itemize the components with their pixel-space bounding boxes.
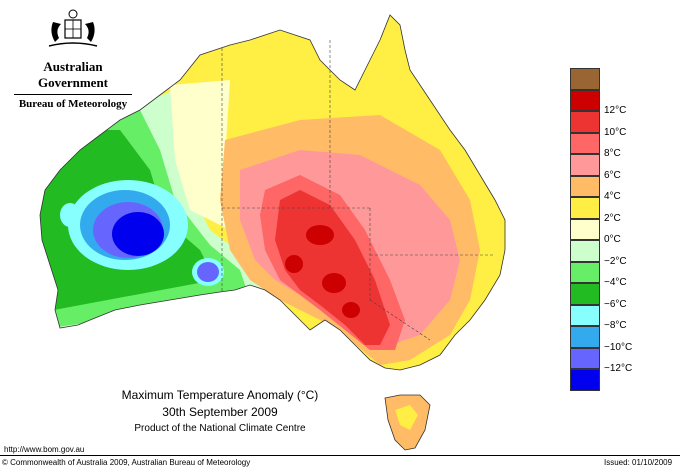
legend-swatch (570, 68, 600, 90)
coat-of-arms-icon (48, 9, 98, 47)
legend-label: 10°C (604, 126, 627, 138)
legend-swatch (570, 261, 600, 283)
government-logo: Australian Government Bureau of Meteorol… (8, 8, 138, 110)
copyright: © Commonwealth of Australia 2009, Austra… (2, 458, 251, 467)
legend-label: 12°C (604, 105, 627, 116)
color-legend: 12°C 10°C 8°C 6°C 4°C 2°C 0°C −2°C −4°C −6°C −8°C −… (570, 68, 632, 391)
legend-swatch (570, 304, 600, 326)
bureau-name: Bureau of Meteorology (18, 98, 128, 110)
map-title: Maximum Temperature Anomaly (°C) (121, 388, 319, 402)
legend-label: −12°C (604, 363, 633, 374)
legend-label: −8°C (604, 320, 627, 331)
legend-label: 8°C (604, 148, 621, 159)
logo-divider (14, 94, 132, 95)
legend-swatch (570, 111, 600, 133)
source-url[interactable]: http://www.bom.gov.au (4, 445, 85, 454)
legend-label: −4°C (604, 277, 627, 288)
legend-label: −6°C (604, 298, 627, 310)
map-product: Product of the National Climate Centre (134, 423, 306, 434)
legend-swatch (570, 154, 600, 176)
legend-swatch (570, 283, 600, 305)
legend-swatch (570, 197, 600, 219)
state-borders (221, 40, 495, 341)
legend-swatch (570, 347, 600, 369)
legend-label: −10°C (604, 341, 633, 353)
legend-swatch (570, 369, 600, 391)
issued-date: Issued: 01/10/2009 (604, 458, 673, 467)
legend-label: −2°C (604, 255, 627, 267)
legend-swatch (570, 89, 600, 111)
legend-label: 6°C (604, 169, 621, 181)
legend-swatch (570, 175, 600, 197)
legend-swatch (570, 132, 600, 154)
legend-swatch (570, 240, 600, 262)
legend-label: 2°C (604, 212, 621, 224)
legend-swatch (570, 218, 600, 240)
legend-label: 0°C (604, 234, 621, 245)
footer-divider (0, 455, 680, 456)
map-date: 30th September 2009 (162, 405, 278, 419)
agency-name: Australian Government (37, 59, 109, 90)
legend-swatch (570, 326, 600, 348)
legend-label: 4°C (604, 191, 621, 202)
